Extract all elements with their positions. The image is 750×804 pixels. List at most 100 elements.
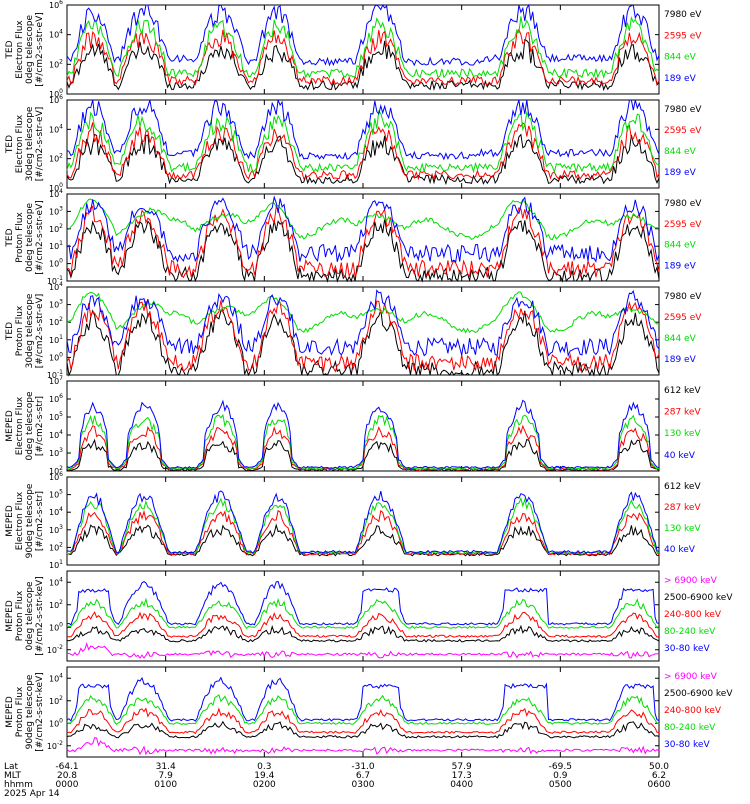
series-line-3 xyxy=(66,707,660,735)
legend-entry: 844 eV xyxy=(664,53,697,63)
y-tick-label: 106 xyxy=(49,393,63,404)
y-label-line: [#/cm2-s-str] xyxy=(35,491,45,551)
panel-3: 10-1 100 101 102 103 104 TED Proton Flux 0deg te… xyxy=(5,188,702,286)
legend-entry: 189 eV xyxy=(664,355,697,365)
legend-entry: 30-80 keV xyxy=(664,740,710,750)
series-line-4 xyxy=(66,99,660,161)
legend-entry: 189 eV xyxy=(664,168,697,178)
y-tick-label: 104 xyxy=(49,281,63,292)
y-tick-label: 104 xyxy=(49,29,63,40)
series-line-4 xyxy=(66,289,660,358)
y-label-line: [#/cm2-s-str-keV] xyxy=(35,672,45,751)
y-tick-label: 10-2 xyxy=(47,644,63,655)
series-line-2 xyxy=(66,300,660,373)
legend-entry: 80-240 keV xyxy=(664,627,716,637)
series-line-1 xyxy=(66,38,660,92)
y-tick-label: 100 xyxy=(49,88,63,99)
y-label-line: MEPED xyxy=(5,696,15,728)
y-label-line: [#/cm2-s-str-eV] xyxy=(35,200,45,275)
y-label-line: MEPED xyxy=(5,600,15,632)
y-tick-label: 10-1 xyxy=(47,275,63,286)
y-tick-label: 106 xyxy=(49,471,63,482)
x-label-lat: 31.4 xyxy=(156,762,176,772)
footer-row-label-hhmm: hhmm xyxy=(4,780,33,790)
y-label-line: MEPED xyxy=(5,505,15,537)
y-label-line: Proton Flux xyxy=(15,590,25,641)
panel-2: 100 102 104 106 TED Electron Flux 30deg telesc… xyxy=(5,94,702,193)
y-label-line: TED xyxy=(5,322,15,341)
series-line-3 xyxy=(66,291,660,334)
series-line-5 xyxy=(66,580,660,626)
series-line-2 xyxy=(66,122,660,181)
y-tick-label: 103 xyxy=(49,447,63,458)
legend-entry: 40 keV xyxy=(664,545,696,555)
footer-row-label-mlt: MLT xyxy=(4,771,22,781)
y-axis-label: MEPED Proton Flux 0deg telescope [#/cm2-s-s… xyxy=(5,576,45,655)
x-label-lat: -31.0 xyxy=(351,762,375,772)
footer-row-label-lat: Lat xyxy=(4,762,19,772)
x-label-mlt: 6.2 xyxy=(652,771,666,781)
legend-entry: 844 eV xyxy=(664,147,697,157)
y-axis-label: MEPED Electron Flux 90deg telescope [#/cm2-… xyxy=(5,483,45,558)
y-label-line: 90deg telescope xyxy=(25,483,35,558)
y-tick-label: 105 xyxy=(49,411,63,422)
series-line-1 xyxy=(66,309,660,377)
y-tick-label: 106 xyxy=(49,94,63,105)
series-line-2 xyxy=(66,205,660,279)
y-label-line: [#/cm2-s-str-eV] xyxy=(35,294,45,369)
y-tick-label: 104 xyxy=(49,429,63,440)
legend-entry: 2500-6900 keV xyxy=(664,689,733,699)
y-label-line: Proton Flux xyxy=(15,212,25,263)
y-tick-label: 100 xyxy=(49,717,63,728)
x-label-lat: -69.5 xyxy=(549,762,572,772)
series-line-2 xyxy=(66,624,660,643)
y-tick-label: 100 xyxy=(49,621,63,632)
y-label-line: 0deg telescope xyxy=(25,581,35,651)
x-label-hhmm: 0300 xyxy=(352,780,375,790)
y-tick-label: 107 xyxy=(49,375,63,386)
y-tick-label: 101 xyxy=(49,240,63,251)
series-line-4 xyxy=(66,597,660,630)
legend-entry: 612 keV xyxy=(664,482,701,492)
legend-entry: 189 eV xyxy=(664,261,697,271)
y-label-line: [#/cm2-s-str-keV] xyxy=(35,576,45,655)
legend-entry: > 6900 keV xyxy=(664,576,718,586)
y-axis-label: TED Proton Flux 30deg telescope [#/cm2-s-st… xyxy=(5,293,45,368)
legend-entry: 2595 eV xyxy=(664,313,702,323)
series-line-2 xyxy=(66,720,660,739)
x-label-hhmm: 0400 xyxy=(450,780,473,790)
legend-entry: 80-240 keV xyxy=(664,723,716,733)
y-tick-label: 106 xyxy=(49,0,63,10)
y-tick-label: 102 xyxy=(49,541,63,552)
panel-6: 101 102 103 104 105 106 MEPED Electron Flux 90de… xyxy=(5,471,701,570)
panel-frame xyxy=(66,99,660,189)
y-label-line: 90deg telescope xyxy=(25,674,35,749)
legend-entry: 2500-6900 keV xyxy=(664,593,733,603)
x-label-lat: -64.1 xyxy=(55,762,78,772)
y-tick-label: 101 xyxy=(49,559,63,570)
legend-entry: 612 keV xyxy=(664,386,701,396)
x-label-hhmm: 0600 xyxy=(648,780,671,790)
legend-entry: 7980 eV xyxy=(664,10,702,20)
x-label-hhmm: 0000 xyxy=(56,780,79,790)
y-axis-label: TED Electron Flux 0deg telescope [#/cm2-s-s… xyxy=(5,12,45,87)
legend-entry: 844 eV xyxy=(664,334,697,344)
y-label-line: TED xyxy=(5,228,15,247)
y-tick-label: 101 xyxy=(49,334,63,345)
panel-1: 100 102 104 106 TED Electron Flux 0deg telesco… xyxy=(5,0,702,99)
y-label-line: 0deg telescope xyxy=(25,203,35,273)
y-tick-label: 105 xyxy=(49,489,63,500)
y-tick-label: 104 xyxy=(49,188,63,199)
y-label-line: Electron Flux xyxy=(15,20,25,79)
x-label-hhmm: 0500 xyxy=(549,780,572,790)
panel-5: 102 103 104 105 106 107 MEPED Electron Flux 0deg… xyxy=(5,375,701,476)
series-line-3 xyxy=(66,198,659,241)
y-tick-label: 102 xyxy=(49,153,63,164)
series-line-1 xyxy=(66,737,660,756)
series-line-1 xyxy=(66,642,660,659)
legend-entry: 7980 eV xyxy=(664,105,702,115)
panel-8: 10-2 100 102 104 MEPED Proton Flux 90deg teles… xyxy=(5,666,733,758)
y-label-line: TED xyxy=(5,135,15,154)
